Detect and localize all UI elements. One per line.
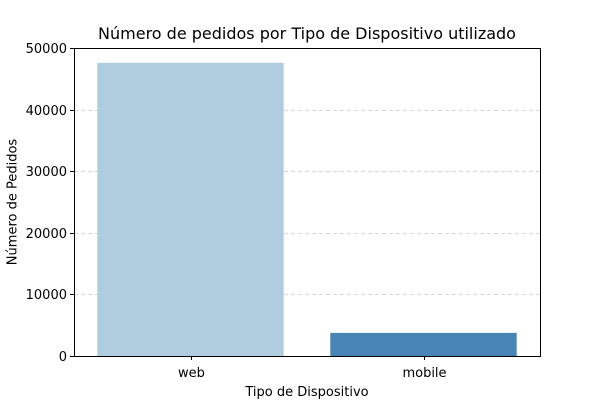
chart-title: Número de pedidos por Tipo de Dispositiv… bbox=[98, 24, 516, 43]
axes-frame bbox=[74, 48, 541, 357]
y-tick-label: 10000 bbox=[26, 288, 67, 303]
y-axis-label: Número de Pedidos bbox=[6, 139, 21, 266]
x-tick-label: web bbox=[178, 366, 205, 381]
bars bbox=[97, 62, 517, 357]
x-tick-label: mobile bbox=[402, 366, 446, 381]
y-tick-label: 40000 bbox=[26, 104, 67, 119]
x-axis-label: Tipo de Dispositivo bbox=[244, 385, 368, 400]
x-axis-ticks: web mobile bbox=[178, 356, 447, 381]
bar-web bbox=[97, 62, 284, 357]
bar-mobile bbox=[330, 332, 517, 356]
y-axis-ticks: 0 10000 20000 30000 40000 50000 bbox=[26, 42, 74, 365]
y-tick-label: 30000 bbox=[26, 165, 67, 180]
y-tick-label: 0 bbox=[59, 350, 67, 365]
y-tick-label: 20000 bbox=[26, 227, 67, 242]
y-tick-label: 50000 bbox=[26, 42, 67, 57]
